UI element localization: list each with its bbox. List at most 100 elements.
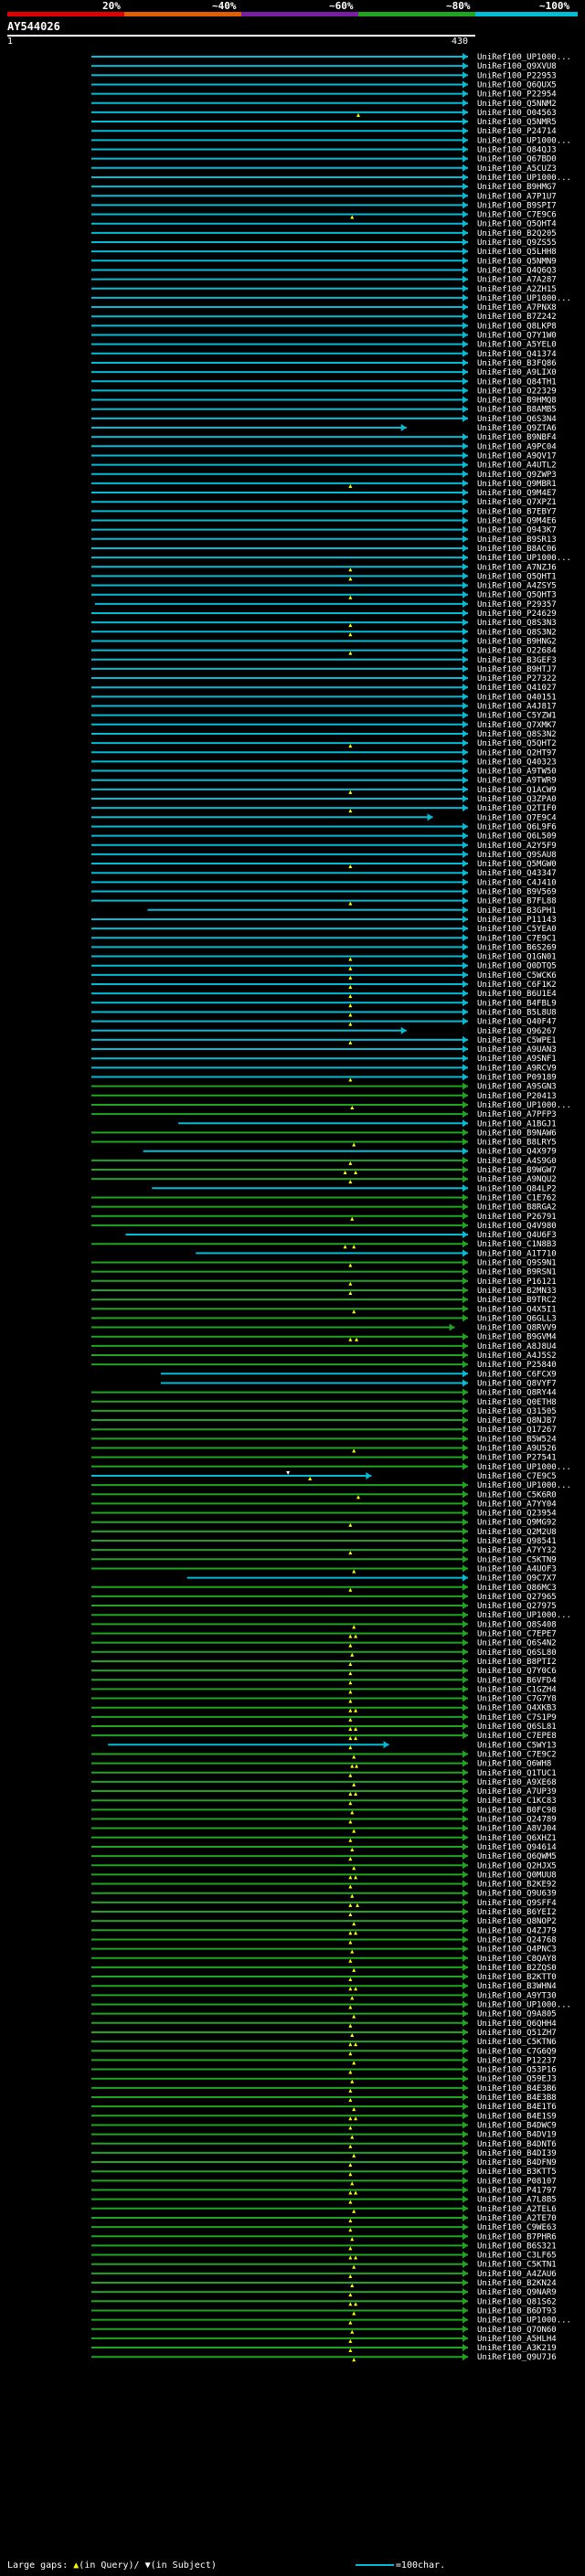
hit-label[interactable]: UniRef100_B6YEI2	[477, 1908, 557, 1917]
hit-label[interactable]: UniRef100_B4DNT6	[477, 2140, 557, 2149]
hit-label[interactable]: UniRef100_B9NAW6	[477, 1129, 557, 1138]
hit-label[interactable]: UniRef100_B2Q205	[477, 229, 557, 239]
hit-label[interactable]: UniRef100_Q4PNC3	[477, 1945, 557, 1955]
hit-label[interactable]: UniRef100_Q943K7	[477, 526, 557, 535]
hit-label[interactable]: UniRef100_B3WHN4	[477, 1982, 557, 1991]
hit-label[interactable]: UniRef100_Q98541	[477, 1537, 557, 1546]
hit-label[interactable]: UniRef100_Q0DTQ5	[477, 962, 557, 971]
hit-label[interactable]: UniRef100_B8AC06	[477, 545, 557, 554]
hit-label[interactable]: UniRef100_B3FQ86	[477, 359, 557, 368]
hit-label[interactable]: UniRef100_Q5NMR5	[477, 118, 557, 127]
hit-label[interactable]: UniRef100_A2Y5F9	[477, 842, 557, 851]
hit-label[interactable]: UniRef100_Q9SFF4	[477, 1899, 557, 1908]
hit-label[interactable]: UniRef100_A9U526	[477, 1445, 557, 1454]
hit-label[interactable]: UniRef100_Q23954	[477, 1510, 557, 1519]
hit-label[interactable]: UniRef100_A9SGN3	[477, 1083, 557, 1092]
hit-label[interactable]: UniRef100_C7S1P9	[477, 1713, 557, 1723]
hit-label[interactable]: UniRef100_B8LRY5	[477, 1139, 557, 1148]
hit-label[interactable]: UniRef100_Q24789	[477, 1816, 557, 1825]
hit-label[interactable]: UniRef100_A5HLH4	[477, 2335, 557, 2344]
hit-label[interactable]: UniRef100_Q51ZH7	[477, 2029, 557, 2038]
hit-label[interactable]: UniRef100_C7G6Q9	[477, 2047, 557, 2056]
hit-label[interactable]: UniRef100_C5YEA0	[477, 925, 557, 934]
hit-label[interactable]: UniRef100_A7A287	[477, 276, 557, 285]
hit-label[interactable]: UniRef100_A9YT30	[477, 1991, 557, 2000]
hit-label[interactable]: UniRef100_Q8LKP8	[477, 322, 557, 331]
hit-label[interactable]: UniRef100_Q9XVU8	[477, 62, 557, 71]
hit-label[interactable]: UniRef100_B4DWC9	[477, 2121, 557, 2130]
hit-label[interactable]: UniRef100_B4FBL9	[477, 999, 557, 1008]
hit-label[interactable]: UniRef100_B5L8U8	[477, 1008, 557, 1017]
hit-label[interactable]: UniRef100_O04563	[477, 109, 557, 118]
hit-label[interactable]: UniRef100_B4E3B6	[477, 2084, 557, 2094]
hit-label[interactable]: UniRef100_B3KTT5	[477, 2168, 557, 2177]
hit-label[interactable]: UniRef100_A7NZJ6	[477, 563, 557, 572]
hit-label[interactable]: UniRef100_B2KN24	[477, 2279, 557, 2288]
hit-label[interactable]: UniRef100_A7YY04	[477, 1500, 557, 1509]
hit-label[interactable]: UniRef100_Q9ZS55	[477, 239, 557, 248]
hit-label[interactable]: UniRef100_UP1000...	[477, 2316, 571, 2326]
hit-label[interactable]: UniRef100_B4DV19	[477, 2131, 557, 2140]
hit-label[interactable]: UniRef100_Q40323	[477, 758, 557, 767]
hit-label[interactable]: UniRef100_Q7E9C4	[477, 813, 557, 822]
hit-label[interactable]: UniRef100_B6DT93	[477, 2306, 557, 2316]
hit-label[interactable]: UniRef100_A7P1U7	[477, 192, 557, 201]
hit-label[interactable]: UniRef100_Q9A805	[477, 2010, 557, 2019]
hit-label[interactable]: UniRef100_Q31505	[477, 1407, 557, 1416]
hit-label[interactable]: UniRef100_B3GEF3	[477, 656, 557, 665]
hit-label[interactable]: UniRef100_B7EBY7	[477, 507, 557, 516]
hit-label[interactable]: UniRef100_Q7Y1W0	[477, 332, 557, 341]
hit-label[interactable]: UniRef100_B9TRC2	[477, 1296, 557, 1305]
hit-label[interactable]: UniRef100_C6FCX9	[477, 1370, 557, 1379]
hit-label[interactable]: UniRef100_Q3ZPA0	[477, 795, 557, 804]
hit-label[interactable]: UniRef100_Q8RY44	[477, 1389, 557, 1398]
hit-label[interactable]: UniRef100_A4ZSY5	[477, 582, 557, 591]
hit-label[interactable]: UniRef100_A1BGJ1	[477, 1119, 557, 1129]
hit-label[interactable]: UniRef100_Q4X979	[477, 1148, 557, 1157]
hit-label[interactable]: UniRef100_Q7XPZ1	[477, 498, 557, 507]
hit-label[interactable]: UniRef100_B9WGW7	[477, 1166, 557, 1175]
hit-label[interactable]: UniRef100_Q9ZTA6	[477, 424, 557, 433]
hit-label[interactable]: UniRef100_Q6SL81	[477, 1723, 557, 1732]
hit-label[interactable]: UniRef100_A9QV17	[477, 451, 557, 461]
hit-label[interactable]: UniRef100_B9HNG2	[477, 637, 557, 646]
hit-label[interactable]: UniRef100_A4ZAU6	[477, 2270, 557, 2279]
hit-label[interactable]: UniRef100_UP1000...	[477, 174, 571, 183]
hit-label[interactable]: UniRef100_Q86MC3	[477, 1584, 557, 1593]
hit-label[interactable]: UniRef100_P24714	[477, 127, 557, 136]
hit-label[interactable]: UniRef100_Q1ACW9	[477, 786, 557, 795]
hit-label[interactable]: UniRef100_Q2HJX5	[477, 1861, 557, 1871]
hit-label[interactable]: UniRef100_B7Z242	[477, 313, 557, 322]
hit-label[interactable]: UniRef100_Q0MUU8	[477, 1871, 557, 1880]
hit-label[interactable]: UniRef100_A5YEL0	[477, 341, 557, 350]
hit-label[interactable]: UniRef100_A4UTL2	[477, 461, 557, 471]
hit-label[interactable]: UniRef100_A2TEL6	[477, 2205, 557, 2214]
hit-label[interactable]: UniRef100_Q5MGW0	[477, 860, 557, 869]
hit-label[interactable]: UniRef100_Q5NNM2	[477, 100, 557, 109]
hit-label[interactable]: UniRef100_P41797	[477, 2187, 557, 2196]
hit-label[interactable]: UniRef100_Q9NAR9	[477, 2288, 557, 2297]
hit-label[interactable]: UniRef100_A2TE70	[477, 2214, 557, 2223]
hit-label[interactable]: UniRef100_P08107	[477, 2177, 557, 2186]
hit-label[interactable]: UniRef100_Q24768	[477, 1935, 557, 1945]
hit-label[interactable]: UniRef100_Q9M4E7	[477, 489, 557, 498]
hit-label[interactable]: UniRef100_Q94614	[477, 1843, 557, 1852]
hit-label[interactable]: UniRef100_C1GZH4	[477, 1685, 557, 1694]
hit-label[interactable]: UniRef100_B9NBF4	[477, 433, 557, 442]
hit-label[interactable]: UniRef100_P20413	[477, 1092, 557, 1101]
hit-label[interactable]: UniRef100_Q4XKB3	[477, 1704, 557, 1713]
hit-label[interactable]: UniRef100_B2KE92	[477, 1881, 557, 1890]
hit-label[interactable]: UniRef100_C9WE63	[477, 2223, 557, 2232]
hit-label[interactable]: UniRef100_P27322	[477, 674, 557, 684]
hit-label[interactable]: UniRef100_P09189	[477, 1074, 557, 1083]
hit-label[interactable]: UniRef100_Q5QHT1	[477, 572, 557, 581]
hit-label[interactable]: UniRef100_Q8NOP2	[477, 1917, 557, 1926]
hit-label[interactable]: UniRef100_Q5LHH8	[477, 248, 557, 257]
hit-label[interactable]: UniRef100_Q8S3N2	[477, 628, 557, 637]
hit-label[interactable]: UniRef100_B9GVM4	[477, 1333, 557, 1342]
hit-label[interactable]: UniRef100_Q59EJ3	[477, 2075, 557, 2084]
hit-label[interactable]: UniRef100_B7FL88	[477, 897, 557, 906]
hit-label[interactable]: UniRef100_Q40151	[477, 693, 557, 702]
hit-label[interactable]: UniRef100_C7EPE7	[477, 1630, 557, 1639]
hit-label[interactable]: UniRef100_A7L8B5	[477, 2196, 557, 2205]
